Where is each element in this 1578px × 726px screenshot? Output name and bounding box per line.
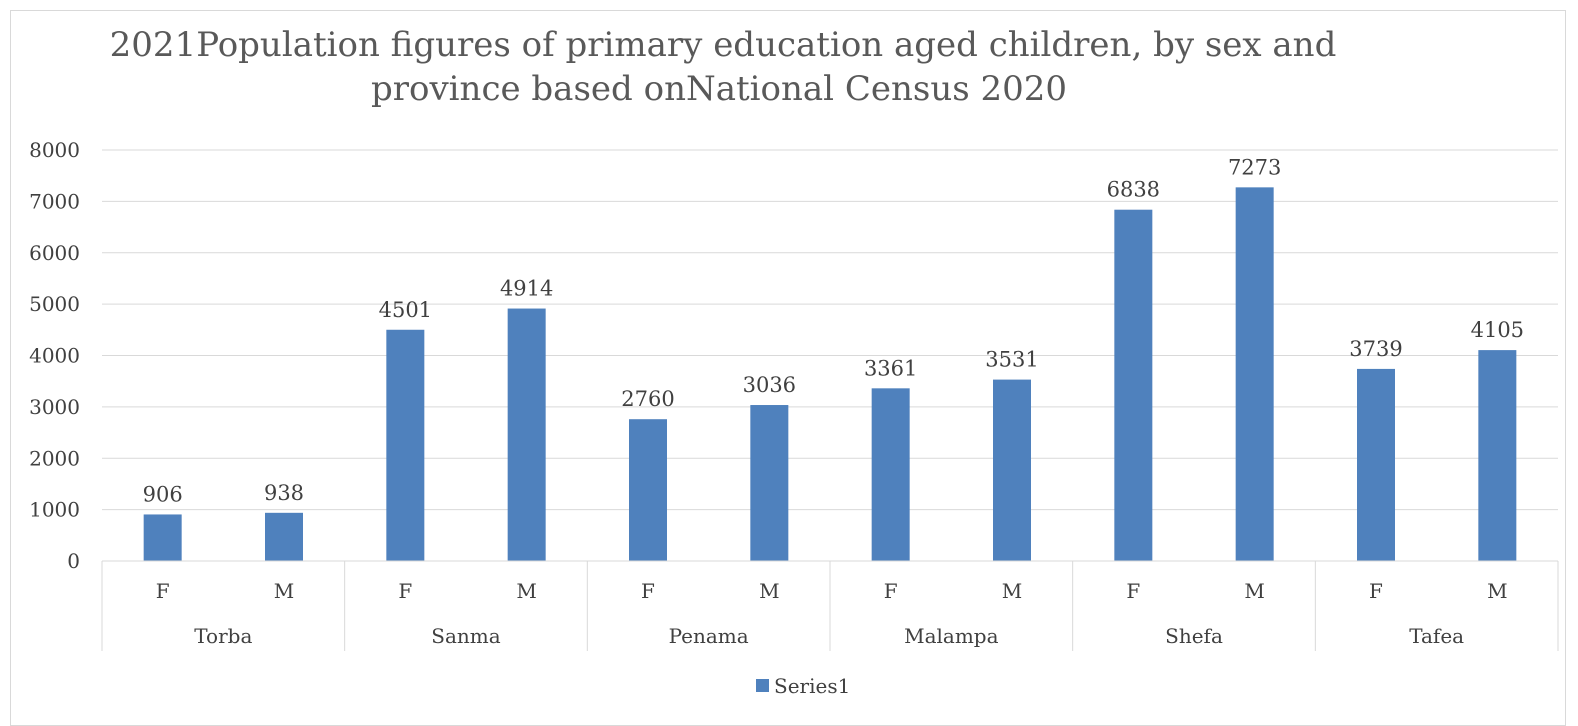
bar [386, 329, 425, 561]
y-tick-label: 5000 [29, 292, 80, 316]
y-tick-label: 4000 [29, 344, 80, 368]
x-tick-label-sex: F [398, 579, 412, 603]
bar [265, 512, 303, 561]
x-tick-label-province: Torba [194, 624, 252, 648]
data-labels: 906 938 4501 4914 2760 3036 3361 3531 6838 7273 37… [143, 155, 1524, 506]
y-tick-label: 7000 [29, 189, 80, 213]
gridlines [102, 149, 1558, 562]
data-label: 4105 [1471, 318, 1524, 342]
x-tick-label-province: Tafea [1409, 624, 1464, 648]
bar [143, 514, 182, 561]
chart-title-line-1: 2021Population figures of primary educat… [110, 25, 1337, 65]
x-tick-label-sex: M [1244, 579, 1264, 603]
y-tick-label: 6000 [29, 241, 80, 265]
chart-title-line-2: province based onNational Census 2020 [371, 69, 1067, 109]
bar [629, 419, 667, 561]
data-label: 906 [143, 482, 183, 506]
data-label: 2760 [621, 387, 674, 411]
x-tick-label-province: Sanma [431, 624, 500, 648]
data-label: 4914 [500, 277, 553, 301]
bar [1235, 187, 1274, 562]
y-axis-tick-labels: 0 1000 2000 3000 4000 5000 6000 7000 8000 [29, 138, 80, 573]
legend-label: Series1 [774, 674, 850, 698]
x-tick-label-province: Shefa [1165, 624, 1223, 648]
legend-swatch [756, 679, 769, 692]
data-label: 3531 [985, 348, 1038, 372]
x-tick-label-sex: M [516, 579, 536, 603]
x-tick-label-sex: F [1369, 579, 1383, 603]
x-tick-label-province: Penama [669, 624, 749, 648]
bar [1357, 368, 1395, 561]
data-label: 3361 [864, 356, 917, 380]
y-tick-label: 1000 [29, 498, 80, 522]
legend: Series1 [756, 674, 850, 698]
y-tick-label: 3000 [29, 395, 80, 419]
bar [993, 379, 1031, 561]
data-label: 4501 [379, 298, 432, 322]
bars [143, 187, 1517, 562]
bar [1114, 209, 1153, 561]
bar [1478, 350, 1517, 561]
bar [871, 388, 910, 561]
y-tick-label: 0 [67, 549, 80, 573]
chart-frame [10, 10, 1566, 726]
x-tick-label-sex: M [1487, 579, 1507, 603]
x-tick-label-province: Malampa [904, 624, 998, 648]
data-label: 3036 [743, 373, 796, 397]
x-tick-label-sex: M [759, 579, 779, 603]
bar [507, 308, 546, 561]
x-tick-label-sex: F [1126, 579, 1140, 603]
data-label: 6838 [1107, 178, 1160, 202]
y-tick-label: 8000 [29, 138, 80, 162]
x-tick-label-sex: F [156, 579, 170, 603]
data-label: 938 [264, 481, 304, 505]
bar [750, 405, 789, 561]
x-tick-label-sex: F [884, 579, 898, 603]
y-tick-label: 2000 [29, 446, 80, 470]
x-tick-label-sex: F [641, 579, 655, 603]
x-tick-label-sex: M [274, 579, 294, 603]
data-label: 7273 [1228, 155, 1281, 179]
data-label: 3739 [1349, 337, 1402, 361]
x-tick-label-sex: M [1002, 579, 1022, 603]
